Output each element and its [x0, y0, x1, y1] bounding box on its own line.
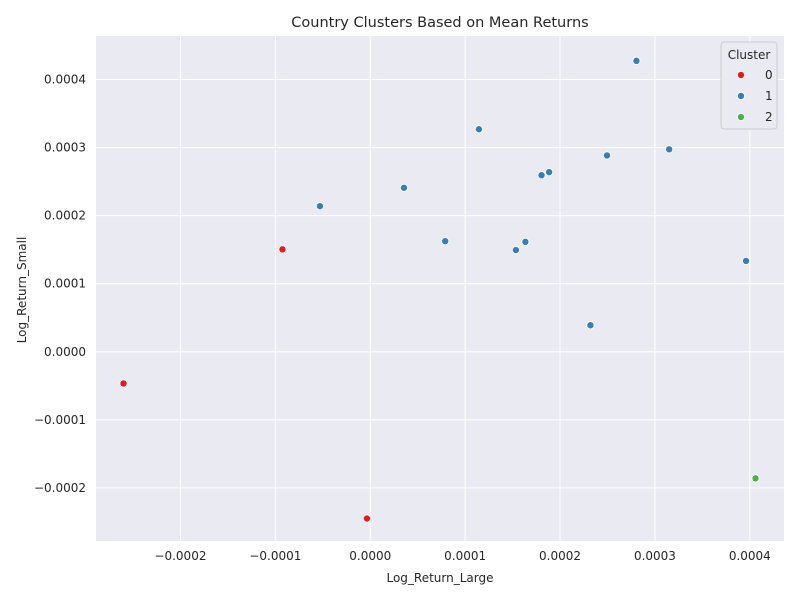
- y-tick-label: 0.0002: [44, 209, 86, 223]
- point-cluster-1: [399, 183, 408, 192]
- x-tick-label: −0.0001: [249, 549, 301, 563]
- y-tick-label: 0.0004: [44, 73, 86, 87]
- legend: Cluster 0 1 2: [720, 41, 778, 130]
- y-axis-label: Log_Return_Small: [15, 237, 29, 344]
- point-cluster-1: [474, 125, 483, 134]
- point-cluster-0: [278, 245, 287, 254]
- y-tick-label: 0.0001: [44, 277, 86, 291]
- point-cluster-1: [537, 171, 546, 180]
- data-points: [119, 56, 760, 523]
- point-cluster-1: [742, 256, 751, 265]
- legend-label-1: 1: [765, 89, 773, 103]
- point-cluster-1: [521, 237, 530, 246]
- point-cluster-0: [362, 514, 371, 523]
- x-tick-label: 0.0004: [729, 549, 771, 563]
- plot-area: [96, 36, 784, 541]
- y-axis-ticks: −0.0002 −0.0001 0.0000 0.0001 0.0002 0.0003 0.…: [34, 73, 86, 495]
- point-cluster-2: [751, 474, 760, 483]
- point-cluster-1: [545, 168, 554, 177]
- x-tick-label: 0.0003: [634, 549, 676, 563]
- legend-label-0: 0: [765, 68, 773, 82]
- legend-box: [720, 41, 778, 130]
- y-tick-label: 0.0000: [44, 345, 86, 359]
- point-cluster-1: [632, 56, 641, 65]
- y-tick-label: 0.0003: [44, 141, 86, 155]
- point-cluster-1: [315, 202, 324, 211]
- x-axis-label: Log_Return_Large: [386, 571, 493, 585]
- x-tick-label: −0.0002: [154, 549, 206, 563]
- legend-label-2: 2: [765, 110, 773, 124]
- legend-marker-2: [737, 113, 746, 122]
- point-cluster-1: [586, 321, 595, 330]
- y-tick-label: −0.0001: [34, 413, 86, 427]
- legend-marker-1: [737, 92, 746, 101]
- point-cluster-1: [665, 145, 674, 154]
- grid: [96, 36, 784, 541]
- x-tick-label: 0.0000: [349, 549, 391, 563]
- legend-title: Cluster: [728, 48, 771, 62]
- point-cluster-1: [603, 151, 612, 160]
- legend-marker-0: [737, 71, 746, 80]
- y-tick-label: −0.0002: [34, 481, 86, 495]
- x-tick-label: 0.0001: [444, 549, 486, 563]
- legend-entries: 0 1 2: [737, 68, 773, 124]
- point-cluster-1: [511, 246, 520, 255]
- point-cluster-1: [441, 237, 450, 246]
- x-tick-label: 0.0002: [539, 549, 581, 563]
- x-axis-ticks: −0.0002 −0.0001 0.0000 0.0001 0.0002 0.0003 0.…: [154, 549, 770, 563]
- point-cluster-0: [119, 379, 128, 388]
- chart-title: Country Clusters Based on Mean Returns: [291, 15, 588, 31]
